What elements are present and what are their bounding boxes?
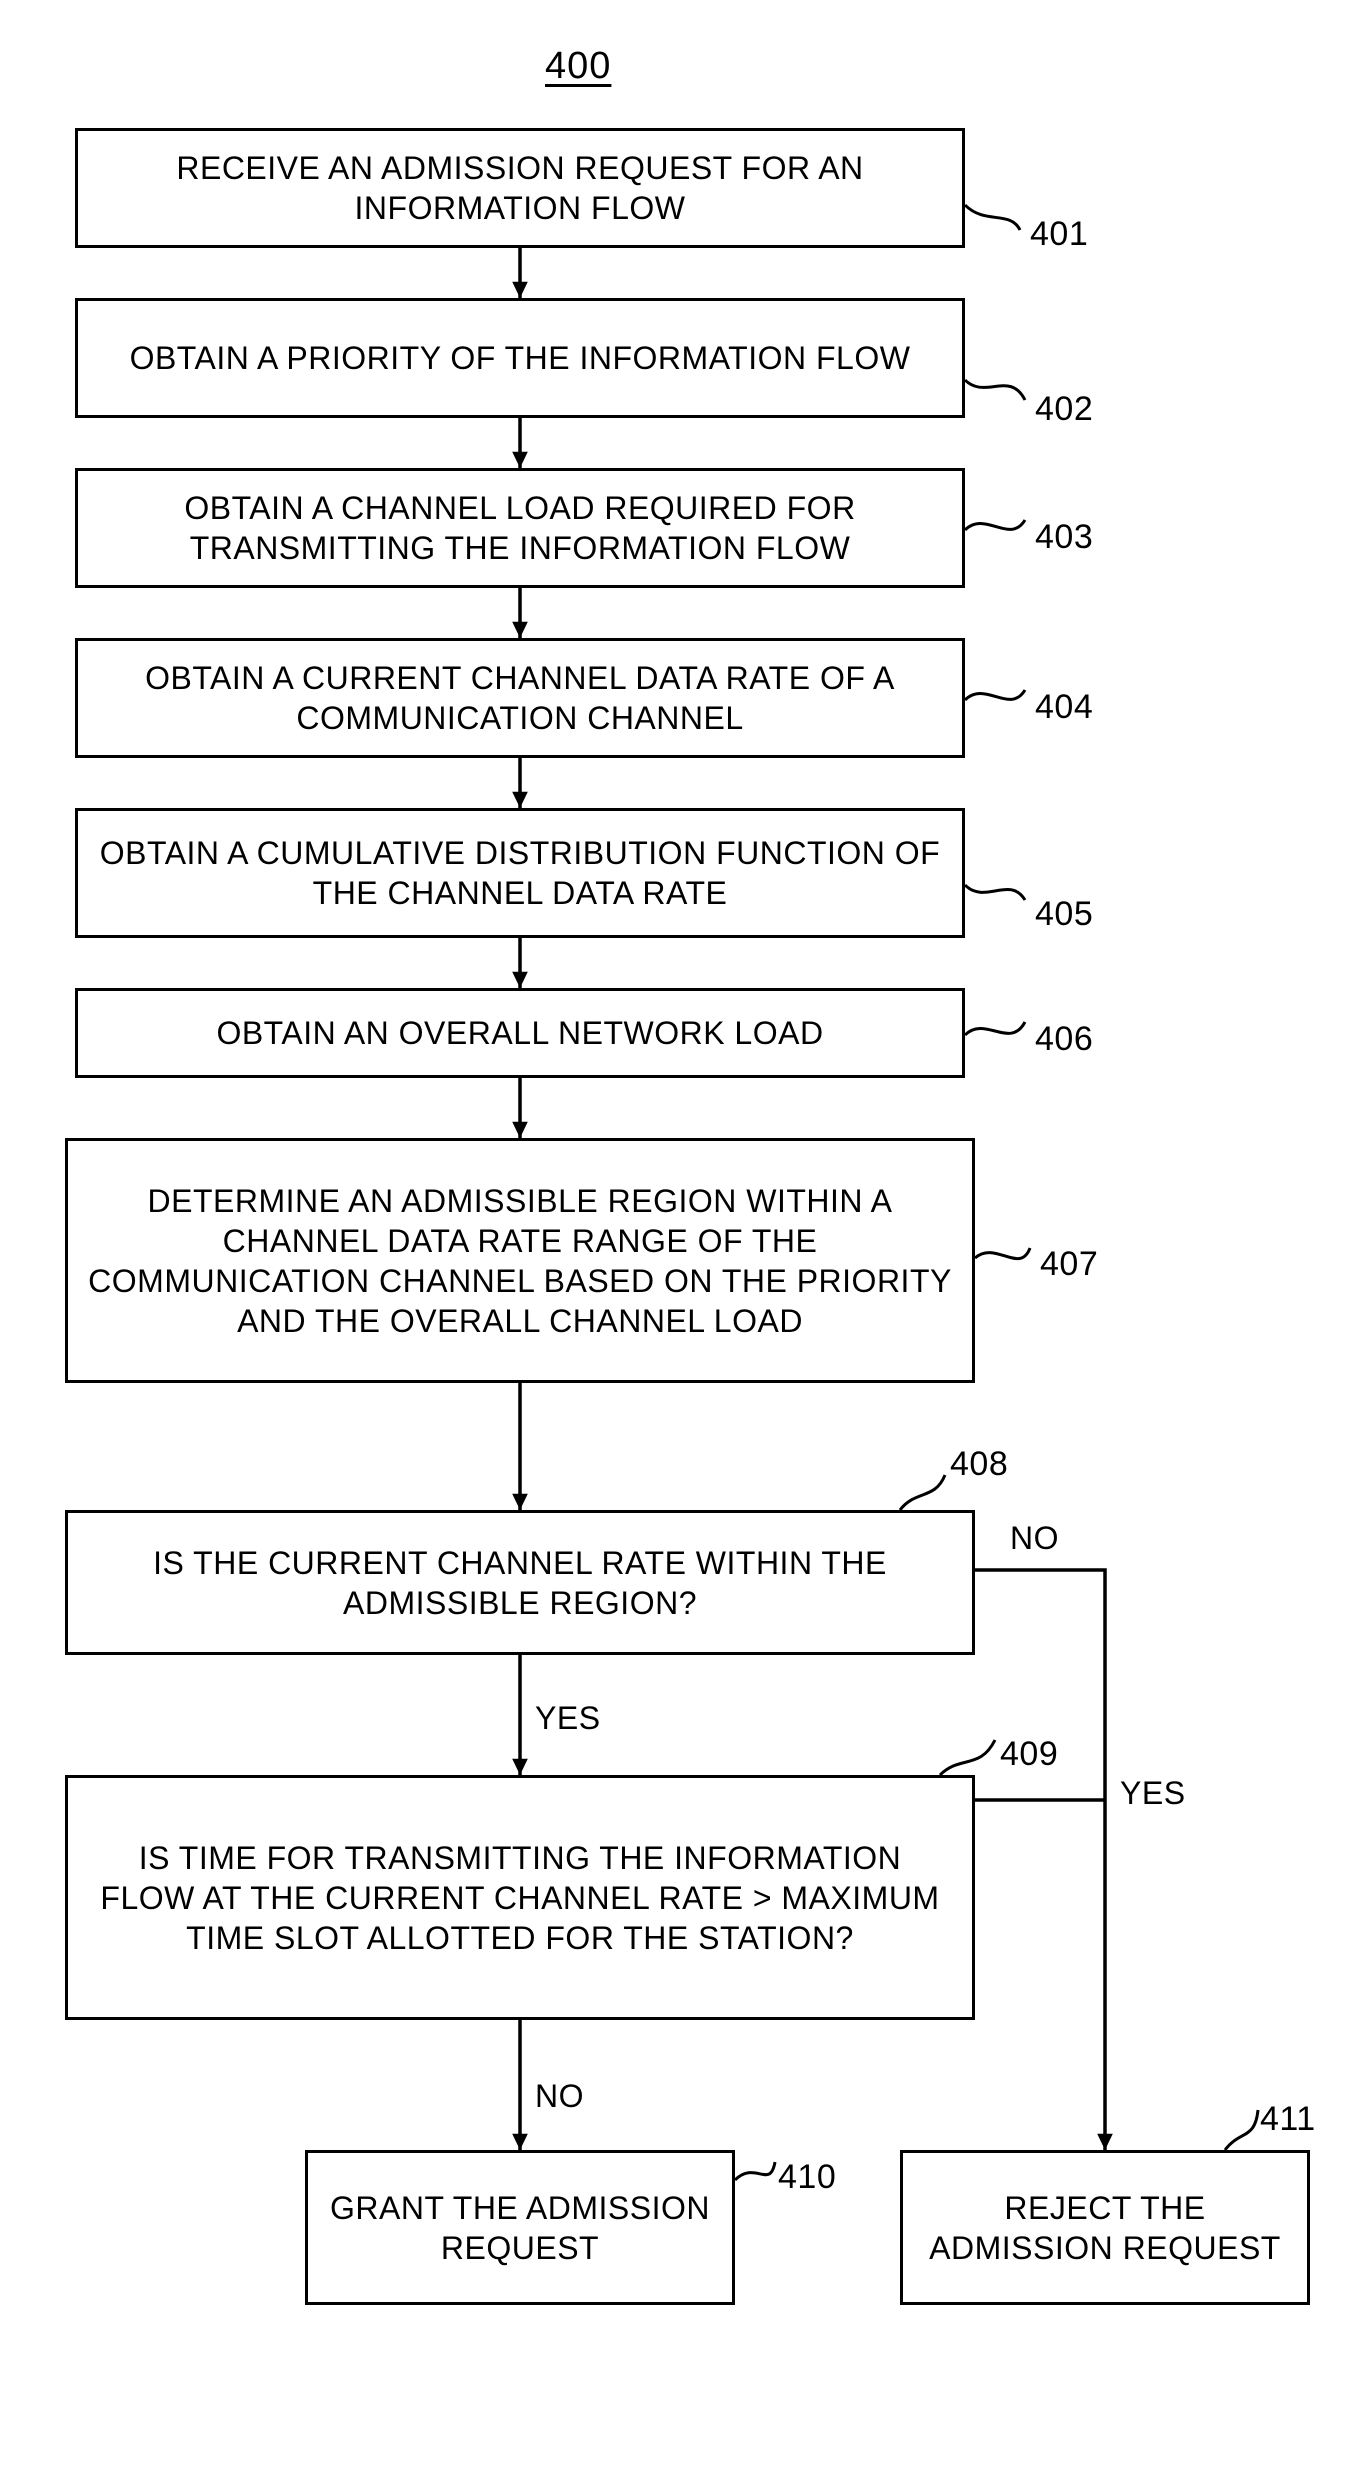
ref-label-407: 407 [1040,1245,1098,1284]
ref-label-405: 405 [1035,895,1093,934]
flow-node-401: RECEIVE AN ADMISSION REQUEST FOR AN INFO… [75,128,965,248]
ref-label-411: 411 [1260,2100,1316,2139]
ref-label-403: 403 [1035,518,1093,557]
edge-label: NO [535,2078,584,2115]
flow-node-text: GRANT THE ADMISSION REQUEST [328,2188,712,2268]
flow-node-402: OBTAIN A PRIORITY OF THE INFORMATION FLO… [75,298,965,418]
flow-node-text: REJECT THE ADMISSION REQUEST [923,2188,1287,2268]
flow-node-408: IS THE CURRENT CHANNEL RATE WITHIN THE A… [65,1510,975,1655]
flow-node-403: OBTAIN A CHANNEL LOAD REQUIRED FOR TRANS… [75,468,965,588]
flow-node-404: OBTAIN A CURRENT CHANNEL DATA RATE OF A … [75,638,965,758]
flow-node-406: OBTAIN AN OVERALL NETWORK LOAD [75,988,965,1078]
flow-node-text: IS TIME FOR TRANSMITTING THE INFORMATION… [88,1838,952,1958]
diagram-title: 400 [545,45,611,88]
ref-label-404: 404 [1035,688,1093,727]
flowchart-canvas: 400 RECEIVE AN ADMISSION REQUEST FOR AN I… [0,0,1351,2473]
flow-node-text: OBTAIN AN OVERALL NETWORK LOAD [216,1013,823,1053]
flow-node-text: OBTAIN A CUMULATIVE DISTRIBUTION FUNCTIO… [98,833,942,913]
flow-node-405: OBTAIN A CUMULATIVE DISTRIBUTION FUNCTIO… [75,808,965,938]
flow-node-text: OBTAIN A PRIORITY OF THE INFORMATION FLO… [130,338,911,378]
ref-label-402: 402 [1035,390,1093,429]
flow-node-text: RECEIVE AN ADMISSION REQUEST FOR AN INFO… [98,148,942,228]
flow-node-text: IS THE CURRENT CHANNEL RATE WITHIN THE A… [88,1543,952,1623]
flow-node-text: OBTAIN A CURRENT CHANNEL DATA RATE OF A … [98,658,942,738]
flow-node-text: DETERMINE AN ADMISSIBLE REGION WITHIN A … [88,1181,952,1341]
edge-label: NO [1010,1520,1059,1557]
ref-label-409: 409 [1000,1735,1058,1774]
flow-node-410: GRANT THE ADMISSION REQUEST [305,2150,735,2305]
ref-label-408: 408 [950,1445,1008,1484]
ref-label-406: 406 [1035,1020,1093,1059]
flow-node-407: DETERMINE AN ADMISSIBLE REGION WITHIN A … [65,1138,975,1383]
ref-label-410: 410 [778,2158,836,2197]
flow-node-411: REJECT THE ADMISSION REQUEST [900,2150,1310,2305]
ref-label-401: 401 [1030,215,1088,254]
flow-node-409: IS TIME FOR TRANSMITTING THE INFORMATION… [65,1775,975,2020]
edge-label: YES [535,1700,601,1737]
flow-node-text: OBTAIN A CHANNEL LOAD REQUIRED FOR TRANS… [98,488,942,568]
edge-label: YES [1120,1775,1186,1812]
